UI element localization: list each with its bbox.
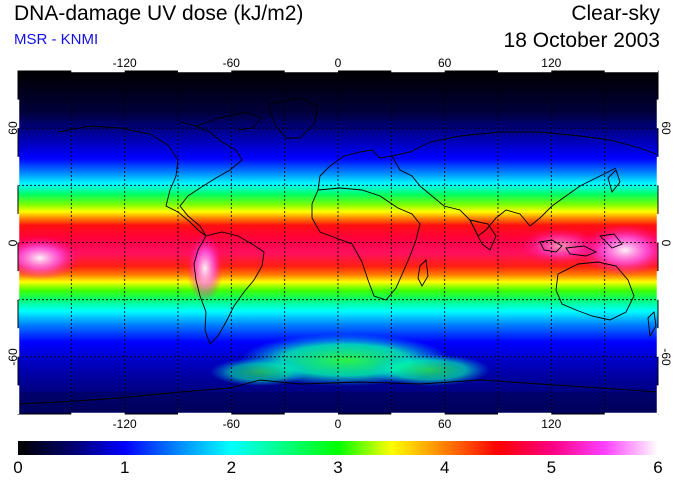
colorbar-tick-label: 0 <box>13 458 23 477</box>
lat-label-left: 0 <box>6 239 20 246</box>
map-frame <box>16 69 660 416</box>
lon-label-top: 0 <box>334 56 342 70</box>
colorbar-tick-label: 4 <box>439 458 450 477</box>
date-label: 18 October 2003 <box>503 29 660 52</box>
lon-label-bottom: 120 <box>541 417 562 431</box>
colorbar-tick-label: 1 <box>119 458 130 477</box>
lon-label-top: -120 <box>112 56 137 70</box>
colorbar-tick-label: 2 <box>226 458 237 477</box>
sky-condition-label: Clear-sky <box>571 2 660 25</box>
lon-label-top: 60 <box>438 56 452 70</box>
colorbar-tick-label: 3 <box>333 458 343 477</box>
lon-label-bottom: 0 <box>334 417 342 431</box>
colorbar-tick-label: 6 <box>653 458 663 477</box>
map-subtitle: MSR - KNMI <box>14 31 99 48</box>
lat-label-right: -60 <box>659 348 673 366</box>
lat-label-left: 60 <box>6 121 20 135</box>
lon-label-bottom: 60 <box>438 417 452 431</box>
graticule <box>18 71 658 414</box>
lat-label-left: -60 <box>6 348 20 366</box>
colorbar-tick-label: 5 <box>546 458 557 477</box>
lon-label-bottom: -120 <box>112 417 137 431</box>
map-title: DNA-damage UV dose (kJ/m2) <box>14 2 304 25</box>
lon-label-bottom: -60 <box>222 417 240 431</box>
colorbar <box>18 441 658 455</box>
lon-label-top: -60 <box>222 56 240 70</box>
lon-label-top: 120 <box>541 56 562 70</box>
lat-label-right: 60 <box>659 121 673 135</box>
coastlines <box>18 97 658 405</box>
lat-label-right: 0 <box>659 239 673 246</box>
